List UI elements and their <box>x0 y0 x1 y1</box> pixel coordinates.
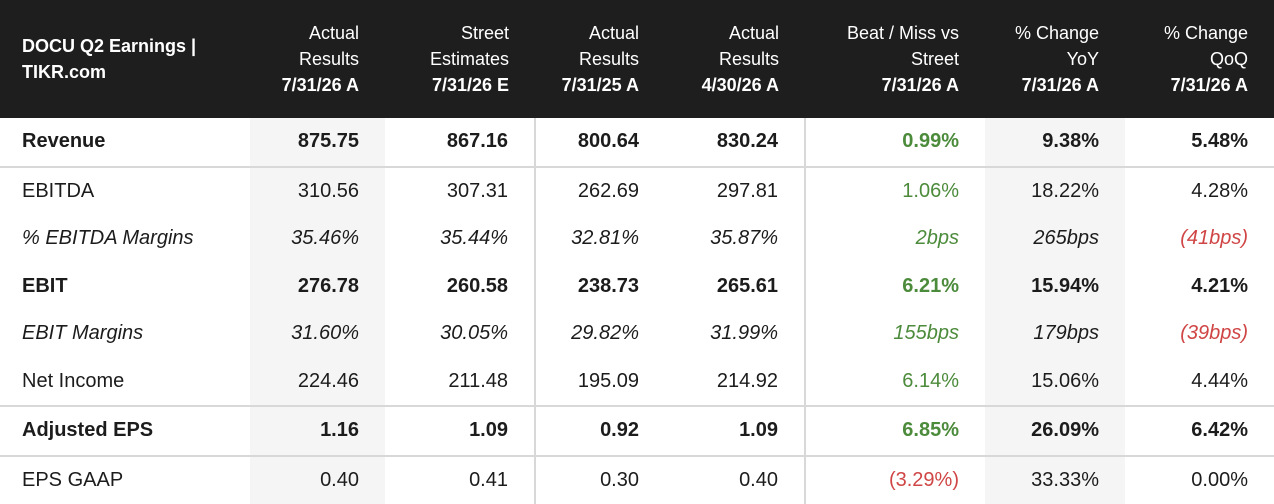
cell: 15.94% <box>985 262 1125 310</box>
row-label: EBIT Margins <box>22 322 144 345</box>
cell: 179bps <box>985 310 1125 358</box>
column-header: Actual Results 4/30/26 A <box>665 0 805 118</box>
cell: 0.30 <box>534 455 665 504</box>
cell: 35.44% <box>440 227 508 250</box>
header-row: DOCU Q2 Earnings | TIKR.com Actual Resul… <box>0 0 1274 118</box>
column-date: 7/31/25 A <box>561 75 639 95</box>
column-header: % Change QoQ 7/31/26 A <box>1125 0 1274 118</box>
cell: 1.09 <box>385 406 535 457</box>
cell: 33.33% <box>985 455 1125 504</box>
column-date: 4/30/26 A <box>701 75 779 95</box>
cell: 31.60% <box>250 310 385 358</box>
table-row: Revenue 875.75 867.16 800.64 830.24 0.99% 9.38… <box>0 118 1274 168</box>
cell: 0.92 <box>534 406 665 457</box>
table-body: Revenue 875.75 867.16 800.64 830.24 0.99% 9.38… <box>0 118 1274 504</box>
column-label: Actual Results <box>718 23 779 69</box>
column-date: 7/31/26 A <box>1170 75 1248 95</box>
cell: (39bps) <box>1180 322 1248 345</box>
row-label: Net Income <box>0 357 250 407</box>
column-header: Beat / Miss vs Street 7/31/26 A <box>805 0 985 118</box>
table-row: EBITDA 310.56 307.31 262.69 297.81 1.06% 18.22… <box>0 166 1274 215</box>
cell: 310.56 <box>250 166 385 215</box>
cell: 297.81 <box>716 179 778 202</box>
cell: (3.29%) <box>804 455 985 504</box>
table-row: EBIT 276.78 260.58 238.73 265.61 6.21% 15.94% 4… <box>0 262 1274 310</box>
cell: 4.28% <box>1191 179 1248 202</box>
row-label: Revenue <box>0 118 250 168</box>
cell: 4.21% <box>1191 274 1248 297</box>
row-label: EBIT <box>22 274 68 297</box>
cell: 6.14% <box>804 357 985 407</box>
column-header: Street Estimates 7/31/26 E <box>385 0 535 118</box>
cell: 31.99% <box>710 322 778 345</box>
table-row: EPS GAAP 0.40 0.41 0.30 0.40 (3.29%) 33.33% 0.0… <box>0 455 1274 504</box>
column-label: Street Estimates <box>429 23 509 69</box>
cell: 1.09 <box>665 406 805 457</box>
cell: 1.16 <box>250 406 385 457</box>
cell: 800.64 <box>534 118 665 168</box>
column-label: Actual Results <box>578 23 639 69</box>
row-label: Adjusted EPS <box>0 406 250 457</box>
column-header: % Change YoY 7/31/26 A <box>985 0 1125 118</box>
column-date: 7/31/26 E <box>431 75 509 95</box>
table-row: % EBITDA Margins 35.46% 35.44% 32.81% 35.87%… <box>0 215 1274 263</box>
cell: 195.09 <box>534 357 665 407</box>
cell: 0.41 <box>469 468 508 491</box>
column-date: 7/31/26 A <box>1021 75 1099 95</box>
cell: 35.46% <box>250 215 385 263</box>
column-date: 7/31/26 A <box>881 75 959 95</box>
cell: 29.82% <box>534 310 665 358</box>
column-label: Actual Results <box>298 23 359 69</box>
cell: 262.69 <box>534 166 665 215</box>
cell: 6.21% <box>804 262 985 310</box>
row-label: EPS GAAP <box>22 468 124 491</box>
cell: 0.40 <box>739 468 778 491</box>
column-label: Beat / Miss vs Street <box>846 23 959 69</box>
cell: 830.24 <box>665 118 805 168</box>
cell: 875.75 <box>250 118 385 168</box>
table-title: DOCU Q2 Earnings | TIKR.com <box>0 0 250 118</box>
cell: 9.38% <box>985 118 1125 168</box>
cell: 0.99% <box>804 118 985 168</box>
cell: 0.40 <box>250 455 385 504</box>
cell: 265bps <box>985 215 1125 263</box>
cell: 35.87% <box>710 227 778 250</box>
column-label: % Change QoQ <box>1163 23 1248 69</box>
cell: 0.00% <box>1191 468 1248 491</box>
cell: (41bps) <box>1180 227 1248 250</box>
cell: 155bps <box>804 310 985 358</box>
cell: 5.48% <box>1125 118 1274 168</box>
cell: 30.05% <box>440 322 508 345</box>
cell: 32.81% <box>534 215 665 263</box>
cell: 4.44% <box>1125 357 1274 407</box>
cell: 260.58 <box>446 274 508 297</box>
cell: 214.92 <box>665 357 805 407</box>
table-row: Adjusted EPS 1.16 1.09 0.92 1.09 6.85% 26.09% 6… <box>0 406 1274 457</box>
cell: 26.09% <box>985 406 1125 457</box>
cell: 307.31 <box>446 179 508 202</box>
cell: 238.73 <box>534 262 665 310</box>
column-header: Actual Results 7/31/25 A <box>535 0 665 118</box>
cell: 276.78 <box>250 262 385 310</box>
column-date: 7/31/26 A <box>281 75 359 95</box>
cell: 211.48 <box>385 357 535 407</box>
cell: 224.46 <box>250 357 385 407</box>
cell: 2bps <box>804 215 985 263</box>
cell: 867.16 <box>385 118 535 168</box>
cell: 15.06% <box>985 357 1125 407</box>
column-header: Actual Results 7/31/26 A <box>250 0 385 118</box>
cell: 6.85% <box>804 406 985 457</box>
cell: 6.42% <box>1125 406 1274 457</box>
table-header: DOCU Q2 Earnings | TIKR.com Actual Resul… <box>0 0 1274 118</box>
cell: 18.22% <box>985 166 1125 215</box>
row-label: % EBITDA Margins <box>22 227 194 250</box>
cell: 1.06% <box>804 166 985 215</box>
cell: 265.61 <box>716 274 778 297</box>
row-label: EBITDA <box>22 179 95 202</box>
table-row: Net Income 224.46 211.48 195.09 214.92 6.14% 1… <box>0 357 1274 407</box>
column-label: % Change YoY <box>1014 23 1099 69</box>
table-row: EBIT Margins 31.60% 30.05% 29.82% 31.99% 155b… <box>0 310 1274 358</box>
